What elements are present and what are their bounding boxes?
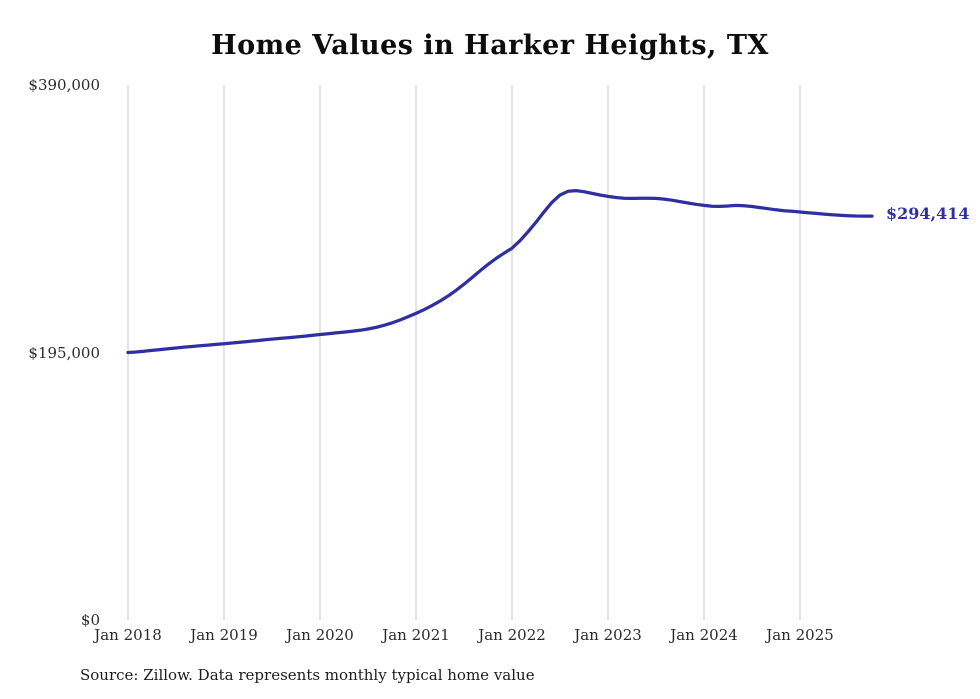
end-value-label: $294,414 (886, 204, 970, 224)
y-tick-label: $390,000 (28, 76, 100, 94)
y-tick-label: $195,000 (28, 343, 100, 362)
x-tick-label: Jan 2022 (478, 626, 546, 644)
value-line (126, 188, 874, 355)
x-tick-label: Jan 2024 (670, 626, 738, 644)
x-tick-label: Jan 2023 (574, 626, 642, 644)
x-tick-label: Jan 2021 (382, 626, 450, 644)
x-tick-label: Jan 2020 (286, 626, 354, 644)
source-note: Source: Zillow. Data represents monthly … (80, 666, 535, 684)
chart-title: Home Values in Harker Heights, TX (211, 30, 769, 61)
x-tick-label: Jan 2018 (94, 626, 162, 644)
y-tick-label: $0 (80, 611, 100, 629)
x-tick-label: Jan 2025 (766, 626, 834, 644)
x-tick-label: Jan 2019 (190, 626, 258, 644)
vertical-gridlines (127, 85, 801, 620)
